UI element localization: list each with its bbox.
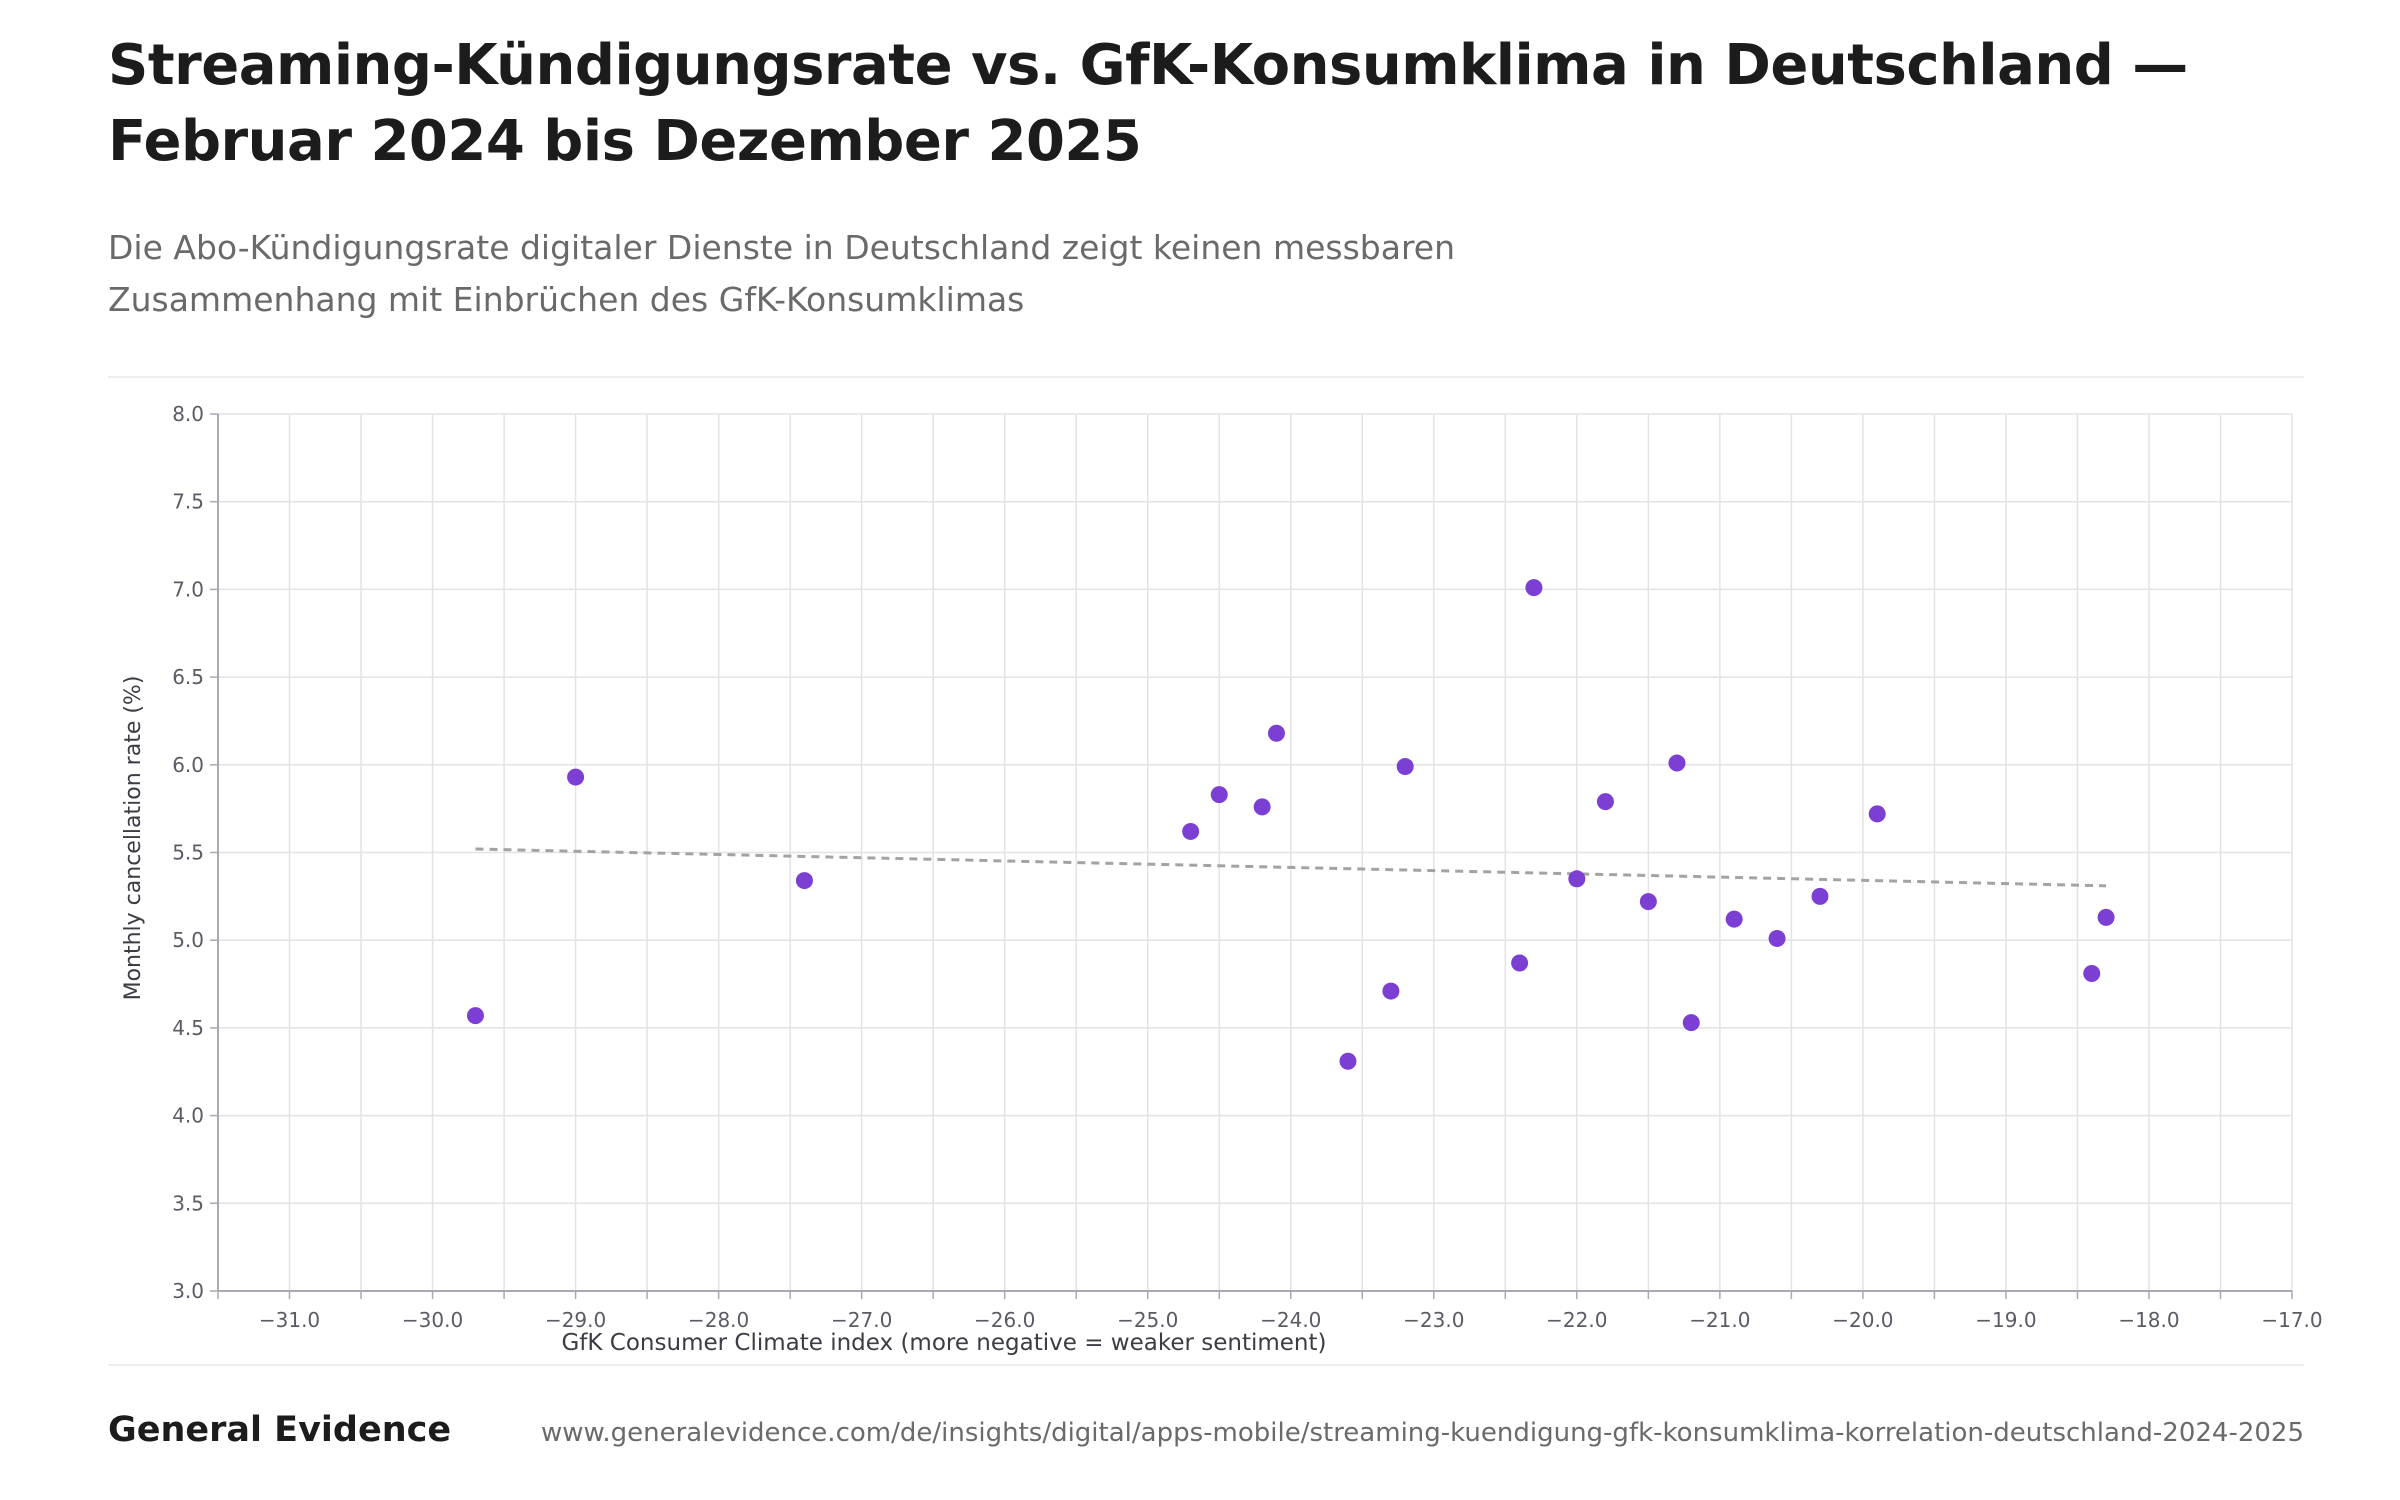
data-point: [1682, 1014, 1700, 1032]
data-point: [1568, 870, 1586, 888]
x-tick-label: −24.0: [1260, 1308, 1321, 1332]
x-tick-label: −29.0: [545, 1308, 606, 1332]
axes: 3.0 3.5 4.0 4.5 5.0 5.5 6.0 6.5 7.0 7.5 8.0 −31.0 −3…: [172, 402, 2322, 1332]
data-point: [1596, 793, 1614, 811]
y-tick-label: 3.5: [172, 1191, 204, 1215]
data-point: [1768, 929, 1786, 947]
y-axis-label: Monthly cancellation rate (%): [121, 676, 146, 1001]
x-tick-label: −25.0: [1117, 1308, 1178, 1332]
bottom-divider: [108, 1364, 2304, 1366]
source-url[interactable]: www.generalevidence.com/de/insights/digi…: [540, 1418, 2304, 1448]
x-tick-label: −23.0: [1403, 1308, 1464, 1332]
y-tick-label: 4.5: [172, 1016, 204, 1040]
data-point: [1182, 822, 1200, 840]
data-point: [1267, 724, 1285, 742]
y-tick-label: 8.0: [172, 402, 204, 426]
x-tick-label: −19.0: [1975, 1308, 2036, 1332]
data-points: [466, 579, 2115, 1070]
x-tick-label: −30.0: [402, 1308, 463, 1332]
data-point: [567, 768, 585, 786]
data-point: [1725, 910, 1743, 928]
x-tick-label: −20.0: [1832, 1308, 1893, 1332]
chart-subtitle: Die Abo-Kündigungsrate digitaler Dienste…: [108, 228, 1456, 319]
trendline: [475, 847, 2107, 888]
x-tick-label: −27.0: [831, 1308, 892, 1332]
top-divider: [108, 376, 2304, 378]
x-tick-label: −22.0: [1546, 1308, 1607, 1332]
data-point: [1868, 805, 1886, 823]
data-point: [1639, 893, 1657, 911]
data-point: [1668, 754, 1686, 772]
y-tick-label: 7.0: [172, 577, 204, 601]
data-point: [1525, 579, 1543, 597]
data-point: [1511, 954, 1529, 972]
data-point: [1382, 982, 1400, 1000]
y-tick-label: 6.5: [172, 665, 204, 689]
data-point: [1253, 798, 1271, 816]
data-point: [1396, 758, 1414, 776]
x-tick-label: −18.0: [2118, 1308, 2179, 1332]
x-tick-label: −28.0: [688, 1308, 749, 1332]
x-tick-label: −26.0: [974, 1308, 1035, 1332]
scatter-chart: 3.0 3.5 4.0 4.5 5.0 5.5 6.0 6.5 7.0 7.5 8.0 −31.0 −3…: [121, 402, 2323, 1356]
x-tick-label: −31.0: [259, 1308, 320, 1332]
x-axis-label: GfK Consumer Climate index (more negativ…: [561, 1330, 1326, 1356]
y-tick-label: 3.0: [172, 1279, 204, 1303]
y-tick-label: 4.0: [172, 1104, 204, 1128]
data-point: [795, 872, 813, 890]
y-tick-label: 5.5: [172, 841, 204, 865]
data-point: [466, 1007, 484, 1025]
y-tick-label: 5.0: [172, 928, 204, 952]
brand-name: General Evidence: [108, 1410, 452, 1450]
grid-lines: [217, 413, 2293, 1292]
x-tick-label: −17.0: [2261, 1308, 2322, 1332]
data-point: [1339, 1052, 1357, 1070]
x-tick-label: −21.0: [1689, 1308, 1750, 1332]
data-point: [1210, 786, 1228, 804]
data-point: [2083, 965, 2101, 983]
trendline-group: [475, 847, 2107, 888]
y-tick-label: 7.5: [172, 490, 204, 514]
data-point: [2097, 908, 2115, 926]
data-point: [1811, 887, 1829, 905]
y-tick-label: 6.0: [172, 753, 204, 777]
chart-title: Streaming-Kündigungsrate vs. GfK-Konsumk…: [108, 33, 2188, 174]
